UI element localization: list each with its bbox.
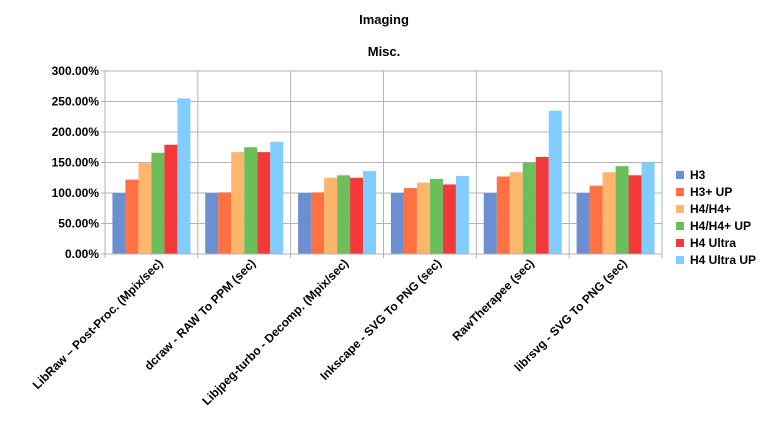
legend-label: H4 Ultra bbox=[690, 236, 736, 250]
x-category-label: LibRaw – Post-Proc. (Mpix/sec) bbox=[30, 256, 166, 392]
bar bbox=[324, 177, 338, 254]
legend-swatch bbox=[676, 188, 684, 196]
legend-label: H4/H4+ UP bbox=[690, 219, 751, 233]
x-category-label: RawTherapee (sec) bbox=[450, 256, 537, 343]
bar bbox=[125, 179, 139, 254]
bar bbox=[483, 193, 497, 254]
y-tick-label: 300.00% bbox=[52, 64, 100, 78]
bar bbox=[589, 185, 603, 254]
bar bbox=[231, 152, 245, 254]
bar bbox=[509, 172, 523, 254]
bar bbox=[363, 171, 377, 254]
x-category-label: Libjpeg-turbo - Decomp. (Mpix/sec) bbox=[199, 256, 351, 408]
bar bbox=[350, 177, 364, 254]
bar bbox=[177, 98, 191, 254]
legend-swatch bbox=[676, 205, 684, 213]
bar bbox=[151, 152, 165, 254]
legend-swatch bbox=[676, 222, 684, 230]
bar bbox=[337, 175, 351, 254]
chart-subtitle: Misc. bbox=[368, 44, 401, 59]
bar bbox=[455, 175, 469, 254]
bars bbox=[112, 98, 655, 255]
y-tick-label: 100.00% bbox=[52, 186, 100, 200]
y-tick-label: 250.00% bbox=[52, 95, 100, 109]
bar bbox=[416, 182, 430, 254]
bar bbox=[257, 152, 271, 254]
bar bbox=[548, 110, 562, 255]
legend: H3 H3+ UP H4/H4+ H4/H4+ UP H4 Ultra H4 Ultra … bbox=[676, 168, 756, 267]
bar bbox=[442, 184, 456, 254]
bar bbox=[164, 144, 178, 254]
x-axis-labels: LibRaw – Post-Proc. (Mpix/sec)dcraw - RA… bbox=[30, 256, 630, 408]
bar bbox=[615, 166, 629, 254]
chart-title: Imaging bbox=[359, 12, 409, 27]
bar bbox=[138, 163, 152, 254]
bar bbox=[535, 157, 549, 254]
legend-label: H4 Ultra UP bbox=[690, 253, 756, 267]
y-tick-label: 50.00% bbox=[58, 217, 99, 231]
legend-swatch bbox=[676, 171, 684, 179]
y-axis-ticks: 0.00% 50.00% 100.00% 150.00% 200.00% 250.00% 3… bbox=[52, 64, 100, 261]
legend-swatch bbox=[676, 239, 684, 247]
bar bbox=[496, 176, 510, 254]
bar bbox=[244, 147, 258, 254]
bar bbox=[403, 188, 417, 254]
y-tick-label: 150.00% bbox=[52, 156, 100, 170]
bar bbox=[270, 141, 284, 254]
x-category-label: librsvg - SVG To PNG (sec) bbox=[512, 256, 630, 374]
bar bbox=[641, 162, 655, 254]
bar bbox=[218, 192, 232, 254]
grid bbox=[101, 70, 663, 258]
bar bbox=[628, 175, 642, 254]
bar bbox=[576, 193, 590, 254]
legend-swatch bbox=[676, 256, 684, 264]
bar bbox=[112, 193, 126, 254]
bar bbox=[602, 172, 616, 254]
legend-label: H4/H4+ bbox=[690, 202, 731, 216]
axes bbox=[104, 71, 662, 255]
bar bbox=[311, 192, 325, 254]
legend-label: H3+ UP bbox=[690, 185, 732, 199]
y-tick-label: 0.00% bbox=[65, 247, 99, 261]
y-tick-label: 200.00% bbox=[52, 125, 100, 139]
bar bbox=[298, 193, 312, 254]
bar bbox=[522, 162, 536, 254]
bar bbox=[205, 193, 219, 254]
bar bbox=[429, 178, 443, 254]
bar bbox=[390, 193, 404, 254]
legend-label: H3 bbox=[690, 168, 706, 182]
